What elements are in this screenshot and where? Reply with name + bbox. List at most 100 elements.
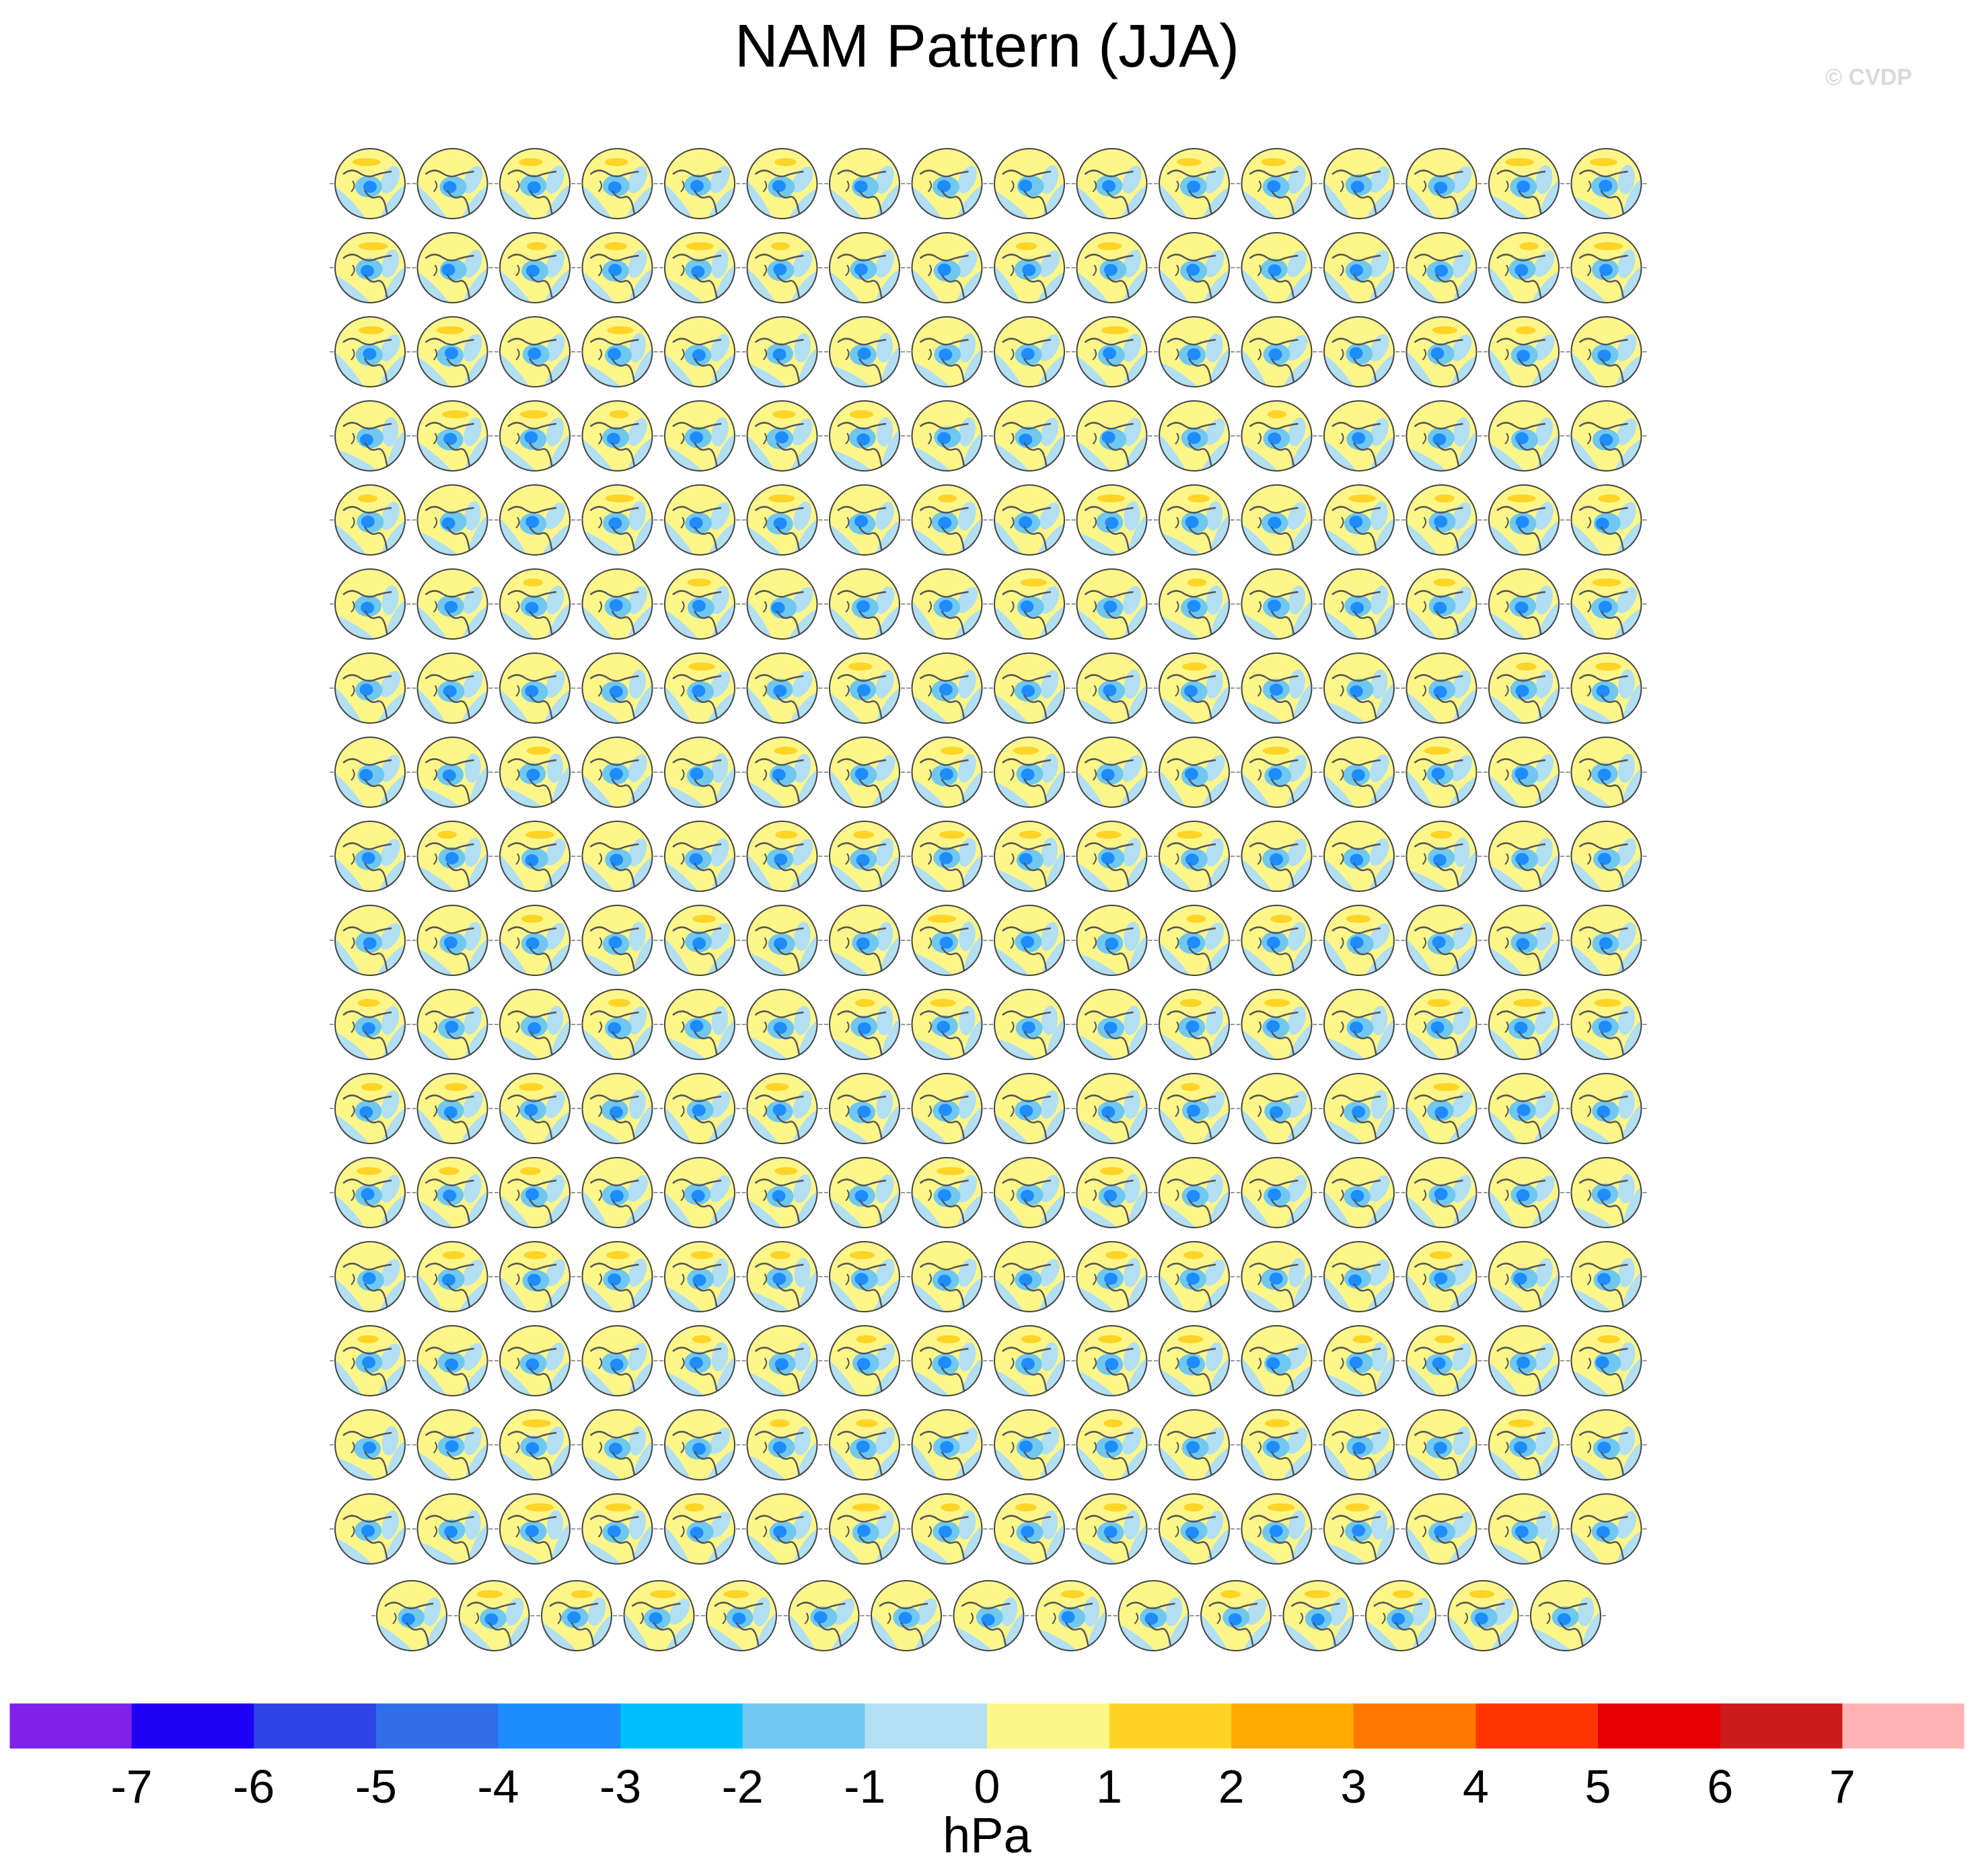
polar-anomaly-core xyxy=(1352,432,1366,445)
positive-anomaly-center xyxy=(1592,578,1621,587)
coastline xyxy=(1455,1602,1505,1610)
map-panel xyxy=(330,1073,410,1144)
polar-anomaly-core xyxy=(690,767,704,780)
negative-anomaly-lobe xyxy=(879,427,900,471)
map-panel xyxy=(989,821,1070,892)
coastline xyxy=(754,1515,804,1523)
coastline xyxy=(433,685,438,697)
map-panel xyxy=(906,737,988,808)
map-panel xyxy=(371,1580,452,1651)
coastline xyxy=(1331,674,1381,682)
polar-anomaly-core xyxy=(1101,852,1115,864)
map-border xyxy=(334,652,406,724)
colorbar-tick-label: -6 xyxy=(233,1760,275,1813)
polar-anomaly-core xyxy=(1186,264,1200,276)
coastline xyxy=(1422,1105,1427,1117)
map-border xyxy=(416,1409,488,1480)
map-border xyxy=(664,1325,735,1396)
coastline xyxy=(1249,338,1299,346)
coastline xyxy=(1002,1010,1052,1018)
positive-anomaly-center xyxy=(436,326,464,334)
map-panel xyxy=(1484,1325,1564,1396)
map-border xyxy=(1282,1580,1354,1651)
negative-anomaly-lobe xyxy=(1406,770,1436,807)
coastline xyxy=(351,1273,355,1285)
map-panel xyxy=(741,1493,823,1565)
negative-anomaly-lobe xyxy=(1125,1522,1147,1564)
coastline xyxy=(507,1431,557,1439)
negative-anomaly-lobe xyxy=(385,427,405,471)
map-panel xyxy=(495,737,575,808)
coastline xyxy=(515,1189,520,1201)
negative-anomaly-lobe xyxy=(1532,1627,1576,1651)
map-panel xyxy=(1566,1493,1647,1565)
negative-anomaly-lobe xyxy=(712,1354,735,1396)
coastline xyxy=(837,1178,887,1187)
coastline xyxy=(680,348,685,361)
polar-anomaly-core xyxy=(363,1441,377,1454)
polar-anomaly-core xyxy=(1105,1357,1119,1370)
map-border xyxy=(623,1580,695,1651)
map-panel xyxy=(577,905,658,976)
negative-anomaly-lobe xyxy=(500,1109,532,1143)
coastline xyxy=(597,601,603,613)
polar-anomaly-core xyxy=(1103,600,1118,613)
negative-anomaly-lobe xyxy=(877,934,900,975)
negative-anomaly-lobe xyxy=(462,1259,484,1286)
polar-anomaly-core xyxy=(1020,600,1034,613)
coastline xyxy=(515,769,520,781)
polar-anomaly-core xyxy=(1186,1441,1200,1454)
coastline xyxy=(1340,1189,1344,1201)
map-panel xyxy=(618,1580,700,1651)
map-panel xyxy=(330,821,410,892)
polar-anomaly-core xyxy=(1597,852,1611,865)
map-border xyxy=(664,905,735,976)
coastline xyxy=(1414,1347,1463,1355)
negative-anomaly-lobe xyxy=(1159,268,1192,303)
coastline xyxy=(507,1515,557,1523)
map-border xyxy=(829,1325,900,1396)
negative-anomaly-lobe xyxy=(1159,183,1191,219)
map-border xyxy=(1118,1580,1190,1651)
positive-anomaly-center xyxy=(849,1251,875,1259)
polar-anomaly-core xyxy=(774,431,789,444)
colorbar-bin xyxy=(131,1703,254,1749)
polar-anomaly-core xyxy=(1597,349,1611,362)
coastline xyxy=(754,1431,804,1439)
map-panel xyxy=(577,1409,658,1480)
negative-anomaly-lobe xyxy=(665,1106,694,1143)
negative-anomaly-lobe xyxy=(1533,1175,1555,1202)
coastline xyxy=(1175,1526,1179,1538)
map-panel xyxy=(1236,232,1317,303)
map-panel xyxy=(1236,400,1317,472)
map-border xyxy=(1076,1157,1148,1228)
negative-anomaly-lobe xyxy=(582,1456,626,1480)
map-panel xyxy=(989,232,1070,303)
coastline xyxy=(1504,433,1509,445)
map-border xyxy=(1365,1580,1436,1651)
coastline xyxy=(515,853,520,865)
map-border xyxy=(746,1241,818,1312)
map-border xyxy=(416,148,488,219)
negative-anomaly-lobe xyxy=(1456,848,1477,891)
polar-anomaly-core xyxy=(649,1612,663,1624)
negative-anomaly-lobe xyxy=(1619,1269,1642,1312)
coastline xyxy=(754,590,804,598)
polar-anomaly-core xyxy=(1021,1526,1035,1538)
positive-anomaly-center xyxy=(1519,242,1539,250)
polar-anomaly-core xyxy=(689,517,703,529)
map-panel xyxy=(1566,652,1647,724)
map-border xyxy=(1323,737,1395,808)
positive-anomaly-center xyxy=(1264,1419,1290,1427)
positive-anomaly-center xyxy=(604,242,628,250)
polar-anomaly-core xyxy=(1105,517,1119,529)
map-panel xyxy=(1236,1157,1317,1228)
map-panel xyxy=(1401,737,1482,808)
coastline xyxy=(762,1273,768,1285)
polar-anomaly-core xyxy=(1514,432,1529,445)
polar-anomaly-core xyxy=(441,264,455,276)
coastline xyxy=(342,422,392,430)
coastline xyxy=(672,170,722,178)
polar-anomaly-core xyxy=(1432,1357,1446,1370)
coastline xyxy=(1496,1347,1546,1355)
